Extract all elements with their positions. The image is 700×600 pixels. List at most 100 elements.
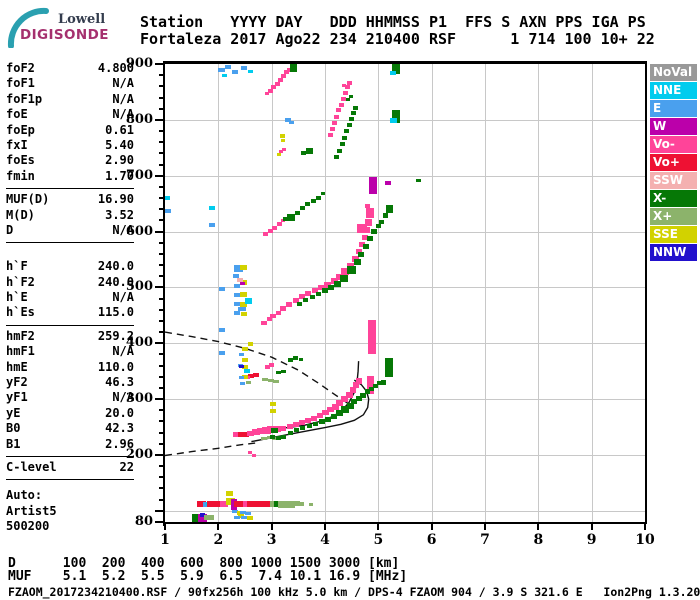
echo-point-x- [344, 129, 350, 134]
parameter-row: B0 42.3 [6, 421, 134, 436]
parameter-label: foF2 [6, 61, 35, 75]
echo-point-vo- [310, 415, 317, 421]
parameter-value: 16.90 [97, 192, 134, 207]
echo-point-nne [390, 118, 398, 124]
muf-transmission-curve [165, 331, 350, 405]
echo-point-vo- [345, 391, 353, 398]
x-tick [270, 524, 273, 530]
echo-point-x- [320, 192, 325, 196]
echo-point-x+ [289, 501, 300, 507]
echo-point-w [384, 180, 391, 185]
echo-point-x- [339, 141, 345, 146]
plot-border-bottom [163, 522, 647, 524]
legend-item-sse: SSE [650, 226, 697, 243]
legend-item-nne: NNE [650, 82, 697, 99]
echo-point-sse [242, 375, 248, 380]
y-tick [159, 185, 163, 188]
parameter-row: Auto: [6, 488, 134, 503]
echo-point-vo- [341, 268, 350, 276]
echo-point-vo- [266, 317, 272, 322]
echo-point-vo- [366, 376, 374, 395]
parameter-label: h`E [6, 290, 28, 305]
parameter-row: fxI 5.40 [6, 138, 134, 153]
parameter-label: h`F [6, 259, 28, 274]
gridline-v [431, 64, 433, 522]
parameter-label: foF1 [6, 76, 35, 91]
echo-point-x- [270, 428, 278, 434]
echo-point-x- [391, 64, 400, 74]
parameter-row: foEs 2.90 [6, 153, 134, 168]
parameter-panel: foF2 4.800 foF1 N/A foF1p N/A foE N/A foEp 0.61 fx… [6, 61, 134, 535]
echo-point-x- [336, 148, 342, 153]
parameter-value: N/A [112, 344, 134, 359]
echo-point-vo- [287, 67, 293, 72]
echo-point-x- [341, 406, 350, 414]
parameter-label: hmF1 [6, 344, 35, 359]
parameter-row: MUF(D) 16.90 [6, 192, 134, 207]
echo-point-vo- [269, 363, 275, 368]
x-tick [430, 524, 433, 530]
muf-row: MUF 5.1 5.2 5.5 5.9 6.5 7.4 10.1 16.9 [M… [8, 569, 408, 584]
y-axis-label: 200 [125, 446, 153, 462]
echo-point-e [245, 511, 252, 515]
echo-point-vo- [261, 426, 271, 434]
echo-point-x- [312, 421, 318, 426]
parameter-label: B0 [6, 421, 21, 436]
echo-point-e [233, 274, 240, 279]
echo-point-nne [247, 69, 253, 73]
echo-point-e [219, 287, 226, 292]
parameter-value: 0.61 [105, 122, 134, 137]
echo-point-x- [287, 430, 293, 435]
echo-point-vo- [365, 218, 373, 226]
legend-item-e: E [650, 100, 697, 117]
echo-point-x- [364, 389, 370, 395]
echo-point-x+ [262, 377, 269, 381]
echo-point-nne [165, 196, 170, 201]
parameter-label: foE [6, 107, 28, 122]
plot-border-left [163, 61, 165, 526]
parameter-row: foF1 N/A [6, 76, 134, 91]
echo-point-vo- [329, 127, 335, 132]
y-tick [159, 107, 163, 110]
y-axis-label: 900 [125, 56, 153, 71]
echo-point-e [231, 510, 238, 514]
echo-point-vo- [321, 410, 329, 416]
echo-point-e [233, 265, 243, 273]
echo-point-vo- [352, 382, 359, 389]
y-tick [159, 130, 163, 133]
echo-point-vo- [261, 320, 268, 325]
echo-point-vo- [347, 80, 353, 85]
y-tick [159, 197, 163, 200]
echo-point-nnw [239, 365, 245, 369]
echo-point-x- [348, 116, 354, 121]
echo-point-vo- [341, 396, 349, 403]
parameter-row: Artist5 [6, 504, 134, 519]
footer-file-info: FZAOM_2017234210400.RSF / 90fx256h 100 k… [8, 585, 700, 599]
parameter-value: 20.0 [105, 405, 134, 420]
echo-point-nne [244, 369, 251, 374]
echo-point-nne [222, 74, 228, 78]
logo-text-lowell: Lowell [58, 12, 106, 27]
echo-point-e [241, 516, 248, 520]
parameter-label: foF1p [6, 91, 43, 106]
header-columns-line: Station YYYY DAY DDD HHMMSS P1 FFS S AXN… [140, 13, 646, 31]
echo-point-x- [328, 284, 335, 290]
echo-point-e [219, 327, 226, 332]
echo-point-e [234, 302, 240, 307]
gridline-h [165, 399, 645, 401]
echo-point-x- [283, 217, 289, 222]
echo-point-e [284, 117, 291, 122]
echo-point-vo+ [243, 432, 250, 438]
parameter-row: hmF1 N/A [6, 344, 134, 359]
gridline-v [218, 64, 220, 522]
parameter-row: yE 20.0 [6, 406, 134, 421]
gridline-h [165, 175, 645, 177]
echo-point-x- [270, 434, 276, 439]
legend-item-nnw: NNW [650, 244, 697, 261]
echo-point-vo- [332, 121, 338, 126]
x-axis-label: 1 [160, 532, 170, 548]
echo-point-vo- [280, 306, 287, 312]
ionogram-plot-frame: 900 800 700 600 500 400 300 200 80 1 2 3 4 5 6 7 8 9 10 [126, 56, 655, 548]
echo-point-x+ [309, 502, 314, 506]
y-tick [159, 141, 163, 144]
